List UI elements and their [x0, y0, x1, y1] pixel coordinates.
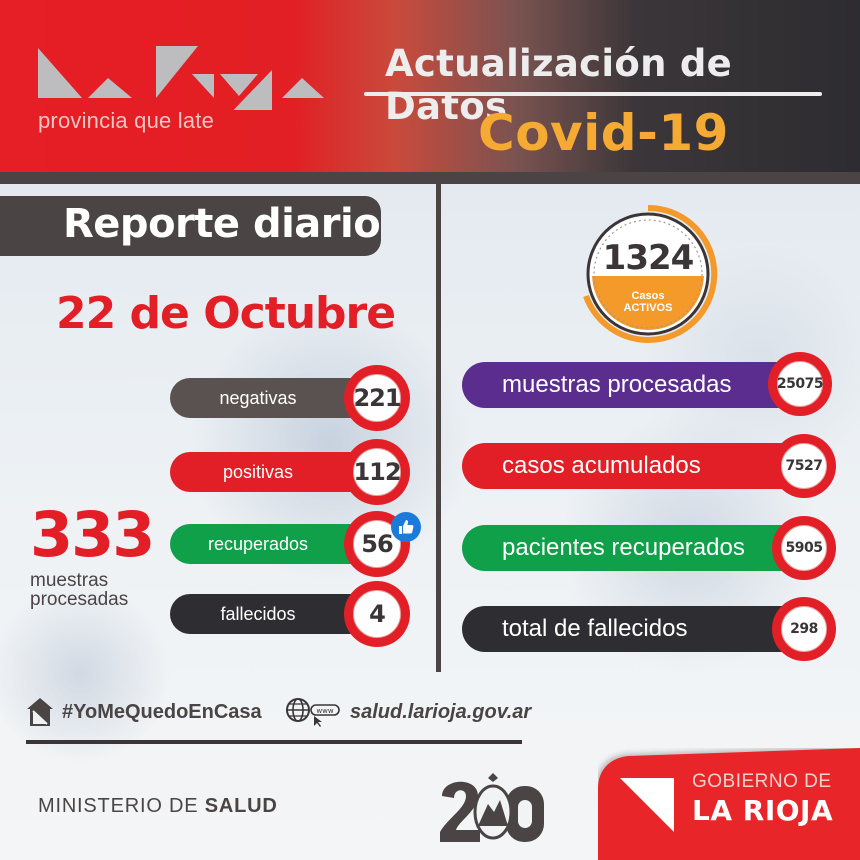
cumulative-item-muestras: muestras procesadas [462, 362, 802, 408]
cumulative-item-recuperados: pacientes recuperados [462, 525, 802, 571]
active-cases-ring-icon [583, 204, 718, 343]
cumulative-value: 298 [781, 606, 827, 652]
header-bottom-strip [0, 172, 860, 184]
website-link[interactable]: salud.larioja.gov.ar [350, 700, 532, 723]
report-heading-pill [0, 196, 381, 256]
government-line-2: LA RIOJA [692, 794, 834, 827]
active-cases-badge: 1324 Casos ACTIVOS [578, 204, 718, 344]
globe-www-icon: www [286, 698, 340, 727]
cumulative-item-label: total de fallecidos [502, 615, 688, 642]
cumulative-item-label: casos acumulados [502, 452, 701, 479]
ministry-label: MINISTERIO DE SALUD [38, 795, 278, 818]
daily-value: 112 [353, 448, 402, 496]
daily-item-negativas: negativas [170, 378, 370, 418]
daily-item-label: fallecidos [220, 603, 296, 624]
daily-item-label: positivas [222, 461, 294, 482]
cumulative-item-label: pacientes recuperados [502, 534, 745, 561]
report-heading: Reporte diario [63, 201, 381, 247]
cumulative-value-badge: 5905 [772, 516, 836, 580]
total-samples-label: muestras procesadas [30, 570, 129, 610]
daily-value: 4 [353, 590, 401, 638]
hashtag-row: #YoMeQuedoEnCasa [26, 696, 262, 728]
government-badge-shape [598, 748, 860, 860]
title-underline [364, 92, 822, 96]
cumulative-value-badge: 25075 [768, 352, 832, 416]
total-samples-value: 333 [30, 498, 155, 571]
daily-value-badge: 112 [344, 439, 410, 505]
daily-item-label: recuperados [207, 533, 309, 554]
daily-item-positivas: positivas [170, 452, 370, 492]
cumulative-value: 5905 [781, 525, 827, 571]
bicentenario-emblem-icon [440, 773, 544, 842]
active-cases-value: 1324 [602, 238, 695, 278]
virus-background [0, 184, 860, 860]
column-divider [436, 184, 441, 672]
header-banner [0, 0, 860, 172]
house-icon [27, 698, 53, 726]
logo-tagline: provincia que late [38, 108, 215, 133]
daily-item-label: negativas [219, 387, 297, 408]
footer-divider [26, 740, 522, 744]
active-cases-label-2: ACTIVOS [623, 302, 673, 314]
cumulative-value-badge: 7527 [772, 434, 836, 498]
website-row[interactable]: www salud.larioja.gov.ar [284, 696, 531, 728]
daily-value-badge: 4 [344, 581, 410, 647]
hashtag-text: #YoMeQuedoEnCasa [62, 700, 262, 723]
cumulative-item-casos: casos acumulados [462, 443, 802, 489]
daily-item-fallecidos: fallecidos [170, 594, 370, 634]
daily-value: 221 [353, 374, 402, 422]
cumulative-item-label: muestras procesadas [502, 371, 732, 398]
cumulative-value-badge: 298 [772, 597, 836, 661]
la-rioja-logo: provincia que late [36, 40, 336, 140]
cumulative-value: 25075 [777, 361, 824, 407]
ministry-prefix: MINISTERIO DE [38, 795, 199, 817]
government-line-1: GOBIERNO DE [692, 771, 832, 792]
cumulative-item-fallecidos: total de fallecidos [462, 606, 802, 652]
report-date: 22 de Octubre [56, 288, 396, 339]
svg-text:www: www [316, 707, 333, 715]
daily-item-recuperados: recuperados [170, 524, 370, 564]
government-badge [598, 748, 860, 860]
cumulative-value: 7527 [781, 443, 827, 489]
thumbs-up-icon [391, 512, 421, 542]
bicentenario-200-logo [438, 770, 548, 844]
page-subtitle: Covid-19 [478, 104, 729, 162]
la-rioja-logo-icon [38, 46, 324, 110]
active-cases-label-1: Casos [631, 290, 665, 302]
ministry-bold: SALUD [204, 795, 278, 817]
daily-value-badge: 221 [344, 365, 410, 431]
